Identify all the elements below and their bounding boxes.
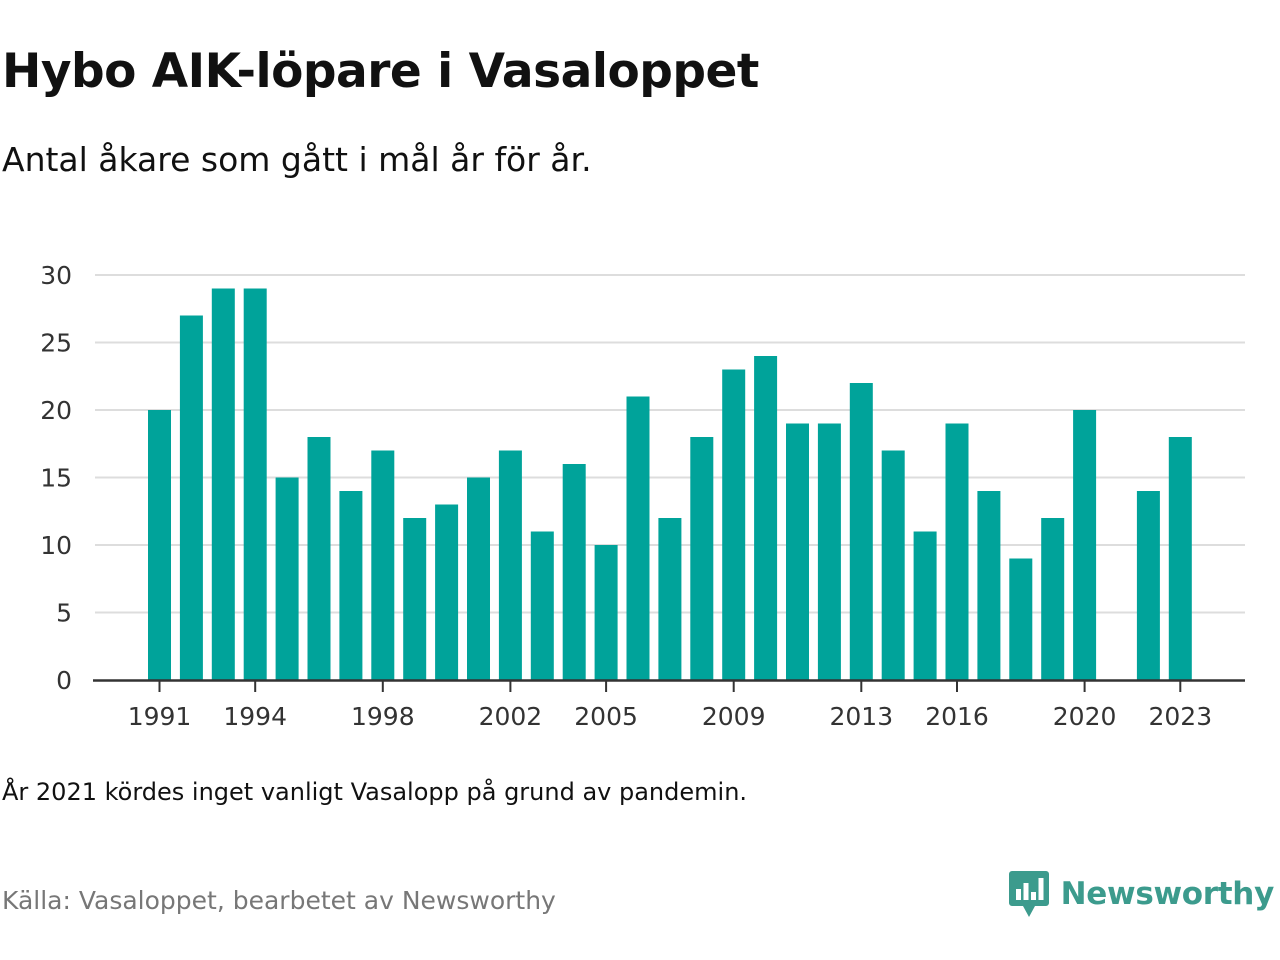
bar-2005 [594,545,618,680]
x-tick-label: 1998 [351,702,415,731]
bar-1993 [211,288,235,680]
x-tick-label: 2013 [829,702,893,731]
chart-subtitle: Antal åkare som gått i mål år för år. [2,140,592,179]
bar-1999 [403,518,427,680]
brand-name: Newsworthy [1060,876,1275,912]
bar-1994 [243,288,267,680]
x-axis [93,679,1245,692]
brand-logo: Newsworthy [1008,868,1275,920]
chart-title: Hybo AIK-löpare i Vasaloppet [2,44,759,99]
bar-1998 [371,450,395,680]
bar-2010 [754,356,778,680]
bar-2009 [722,369,746,680]
bar-2007 [658,518,682,680]
x-tick-label: 2020 [1053,702,1117,731]
bar-2013 [849,383,873,680]
bar-2022 [1136,491,1160,680]
y-axis-tick-labels: 0 5 10 15 20 25 30 [40,261,72,695]
newsworthy-logo-icon [1008,871,1049,917]
x-tick-label: 2009 [702,702,766,731]
bar-2015 [913,531,937,680]
bar-2020 [1073,410,1097,680]
x-tick-label: 2002 [479,702,543,731]
y-tick-label: 30 [40,261,72,290]
bar-2004 [562,464,586,680]
x-tick-label: 2005 [574,702,638,731]
bar-chart: 0 5 10 15 20 25 30 1991 1994 1998 2002 2005 2009 201… [40,261,1245,731]
bar-2023 [1168,437,1192,680]
y-tick-label: 0 [56,666,72,695]
bar-2016 [945,423,969,680]
bar-1996 [307,437,331,680]
bar-2006 [626,396,650,680]
x-tick-label: 2016 [925,702,989,731]
bars [148,288,1192,680]
y-tick-label: 5 [56,599,72,628]
source-text: Källa: Vasaloppet, bearbetet av Newswort… [2,886,556,915]
y-tick-label: 25 [40,329,72,358]
x-tick-label: 1994 [223,702,287,731]
bar-2000 [435,504,459,680]
x-tick-label: 2023 [1148,702,1212,731]
bar-2019 [1041,518,1065,680]
bar-2002 [498,450,522,680]
footnote: År 2021 kördes inget vanligt Vasalopp på… [2,778,748,806]
y-tick-label: 20 [40,396,72,425]
bar-2014 [881,450,905,680]
bar-1995 [275,477,299,680]
bar-2011 [786,423,809,680]
y-tick-label: 15 [40,464,72,493]
bar-2012 [817,423,841,680]
bar-1992 [179,315,203,680]
bar-2008 [690,437,714,680]
y-tick-label: 10 [40,531,72,560]
bar-2017 [977,491,1001,680]
x-tick-label: 1991 [128,702,192,731]
bar-1991 [148,410,171,680]
bar-2018 [1009,558,1033,680]
bar-1997 [339,491,363,680]
bar-2001 [467,477,490,680]
x-axis-tick-labels: 1991 1994 1998 2002 2005 2009 2013 2016 2020 2023 [128,702,1212,731]
bar-2003 [530,531,554,680]
